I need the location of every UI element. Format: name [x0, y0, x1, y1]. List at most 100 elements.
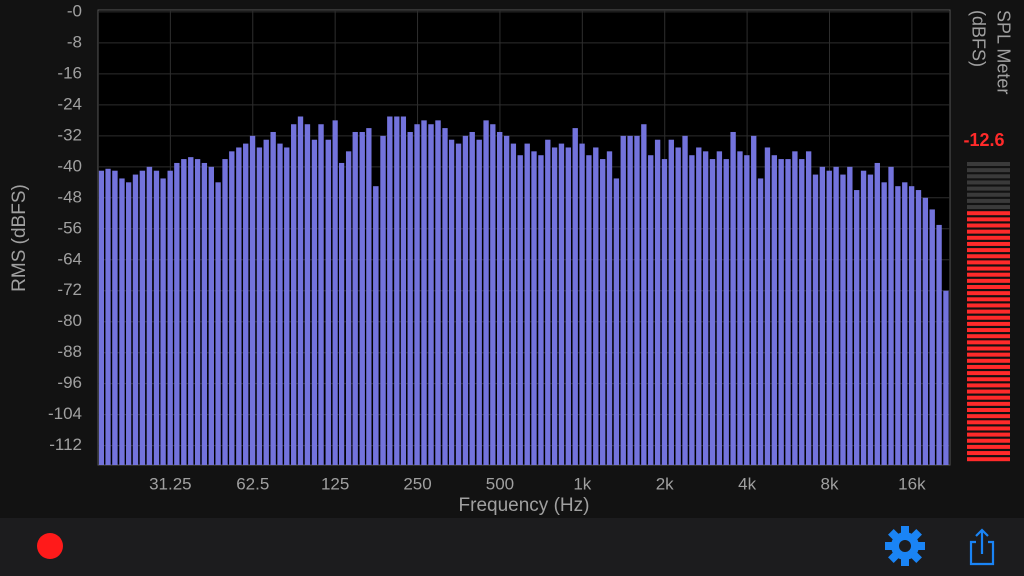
- y-tick-label: -96: [57, 373, 82, 392]
- x-tick-label: 4k: [738, 474, 756, 493]
- bar: [277, 143, 283, 465]
- x-tick-label: 500: [486, 474, 514, 493]
- y-tick-label: -8: [67, 32, 82, 51]
- meter-segment: [967, 352, 1010, 357]
- bar: [572, 128, 578, 465]
- bar: [160, 178, 166, 465]
- meter-segment: [967, 334, 1010, 339]
- share-button[interactable]: [969, 528, 995, 566]
- bar: [867, 174, 874, 465]
- bar: [256, 147, 263, 465]
- meter-segment: [967, 217, 1010, 222]
- bar: [702, 151, 709, 465]
- bar: [634, 135, 640, 465]
- bar: [394, 116, 400, 465]
- meter-value: -12.6: [963, 130, 1004, 150]
- bar: [146, 166, 153, 466]
- bar: [352, 131, 358, 465]
- bar: [304, 124, 311, 465]
- bar: [812, 174, 819, 465]
- bar: [805, 151, 812, 465]
- x-tick-label: 1k: [573, 474, 591, 493]
- bar: [826, 170, 832, 465]
- bar: [373, 186, 379, 466]
- meter-title: (dBFS): [968, 10, 988, 67]
- meter-segment: [967, 426, 1010, 431]
- bar: [579, 143, 585, 465]
- meter-segment: [967, 309, 1010, 314]
- meter-title: SPL Meter: [993, 10, 1013, 94]
- x-axis-title: Frequency (Hz): [459, 495, 590, 516]
- x-tick-label: 2k: [656, 474, 674, 493]
- bar: [929, 209, 935, 465]
- bar: [668, 139, 674, 466]
- bar: [600, 159, 606, 465]
- bar: [874, 162, 880, 465]
- bar: [469, 131, 475, 465]
- record-button[interactable]: [37, 533, 63, 559]
- bar: [641, 124, 647, 465]
- meter-segment: [967, 340, 1010, 345]
- bar: [291, 124, 297, 465]
- bar: [215, 182, 221, 465]
- bar: [538, 155, 544, 465]
- bar: [627, 135, 633, 465]
- meter-segment: [967, 198, 1010, 203]
- meter-segment: [967, 229, 1010, 234]
- y-tick-label: -56: [57, 218, 82, 237]
- bar: [503, 135, 510, 465]
- bar: [545, 139, 551, 466]
- bar: [236, 147, 242, 465]
- bar: [222, 159, 228, 465]
- bar: [400, 116, 407, 465]
- bar: [325, 139, 332, 466]
- meter-segment: [967, 266, 1010, 271]
- meter-segment: [967, 180, 1010, 185]
- x-tick-label: 8k: [821, 474, 839, 493]
- meter-segment: [967, 383, 1010, 388]
- bar: [847, 166, 853, 466]
- bar: [922, 197, 929, 465]
- bar: [881, 182, 887, 465]
- x-tick-label: 250: [403, 474, 431, 493]
- meter-segment: [967, 186, 1010, 191]
- bar: [476, 139, 482, 466]
- bar: [771, 155, 777, 465]
- bar: [792, 151, 798, 465]
- bar: [737, 151, 743, 465]
- meter-segment: [967, 235, 1010, 240]
- bar: [448, 139, 455, 466]
- bar: [132, 174, 139, 465]
- meter-segment: [967, 278, 1010, 283]
- bar: [167, 170, 173, 465]
- bar: [757, 178, 764, 465]
- meter-segment: [967, 291, 1010, 296]
- bar: [194, 159, 201, 465]
- bar: [284, 147, 290, 465]
- meter-segment: [967, 414, 1010, 419]
- meter-segment: [967, 328, 1010, 333]
- settings-button[interactable]: [885, 526, 925, 566]
- bar: [510, 143, 517, 465]
- bar: [243, 143, 249, 465]
- bar: [359, 131, 365, 465]
- bar: [854, 190, 860, 465]
- bar: [517, 155, 523, 465]
- bar: [915, 190, 922, 465]
- meter-segment: [967, 248, 1010, 253]
- bar: [112, 170, 118, 465]
- bar: [888, 166, 894, 466]
- bar: [613, 178, 620, 465]
- bar: [366, 128, 372, 465]
- bar: [98, 170, 105, 465]
- meter-segment: [967, 364, 1010, 369]
- bar: [819, 166, 826, 466]
- bar: [654, 139, 661, 466]
- bar: [249, 135, 256, 465]
- meter-segment: [967, 371, 1010, 376]
- y-tick-label: -112: [49, 435, 82, 454]
- meter-segment: [967, 346, 1010, 351]
- meter-segment: [967, 174, 1010, 179]
